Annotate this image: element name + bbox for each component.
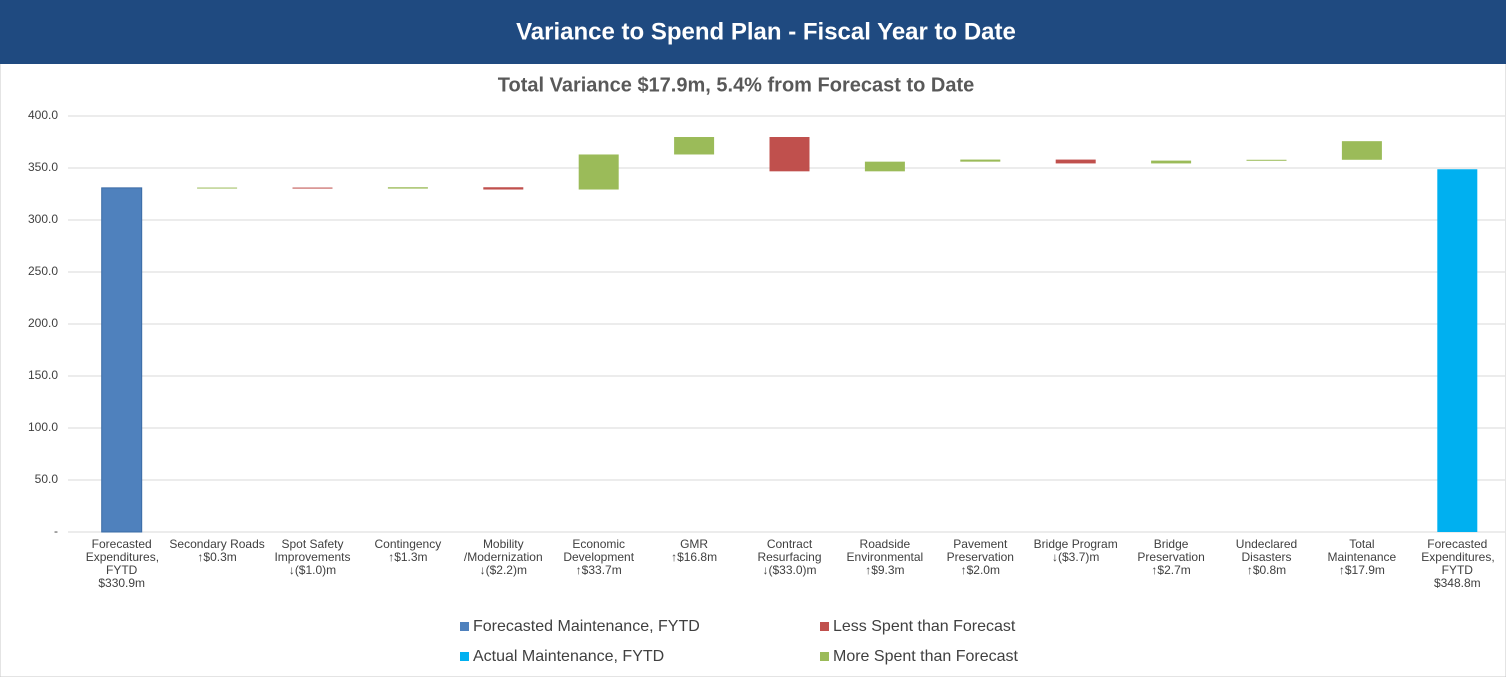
bar bbox=[674, 137, 715, 155]
bar bbox=[864, 161, 905, 172]
y-tick-label: 200.0 bbox=[28, 316, 58, 330]
category-label: Bridge Program bbox=[1033, 537, 1118, 551]
y-tick-label: - bbox=[54, 524, 58, 538]
category-label: Total Maintenance bbox=[1327, 537, 1397, 564]
legend-label: Forecasted Maintenance, FYTD bbox=[473, 618, 700, 635]
chart-title: Variance to Spend Plan - Fiscal Year to … bbox=[516, 18, 1016, 45]
category-label: Pavement Preservation bbox=[946, 537, 1014, 564]
category-label: GMR bbox=[680, 537, 709, 551]
value-label: ↑$0.3m bbox=[197, 550, 237, 564]
y-tick-label: 150.0 bbox=[28, 368, 58, 382]
x-tick-label: Bridge Preservation ↑$2.7m bbox=[1123, 538, 1218, 577]
value-label: ↑$2.0m bbox=[960, 563, 1000, 577]
x-tick-label: Undeclared Disasters ↑$0.8m bbox=[1219, 538, 1314, 577]
x-tick-label: Contract Resurfacing ↓($33.0)m bbox=[742, 538, 837, 577]
bar bbox=[1151, 160, 1192, 164]
bar bbox=[197, 187, 238, 189]
y-tick-label: 50.0 bbox=[35, 472, 59, 486]
value-label: ↓($2.2)m bbox=[479, 563, 527, 577]
category-label: Forecasted Expenditures, FYTD bbox=[85, 537, 160, 577]
bar bbox=[578, 154, 619, 190]
value-label: ↓($1.0)m bbox=[288, 563, 337, 577]
legend-marker bbox=[460, 652, 469, 661]
category-label: Spot Safety Improvements bbox=[274, 537, 351, 564]
bar bbox=[1437, 169, 1478, 533]
x-tick-label: Pavement Preservation ↑$2.0m bbox=[933, 538, 1028, 577]
value-label: ↑$33.7m bbox=[575, 563, 622, 577]
value-label: ↑$9.3m bbox=[865, 563, 905, 577]
bar bbox=[960, 159, 1001, 162]
x-tick-label: Forecasted Expenditures, FYTD $330.9m bbox=[74, 538, 169, 590]
legend-label: Less Spent than Forecast bbox=[833, 618, 1016, 635]
x-tick-label: Contingency ↑$1.3m bbox=[360, 538, 455, 564]
y-tick-label: 400.0 bbox=[28, 108, 58, 122]
x-tick-label: Roadside Environmental ↑$9.3m bbox=[837, 538, 932, 577]
x-tick-label: Bridge Program ↓($3.7)m bbox=[1028, 538, 1123, 564]
x-tick-label: GMR ↑$16.8m bbox=[646, 538, 741, 564]
bar bbox=[1246, 159, 1287, 161]
value-label: ↑$1.3m bbox=[388, 550, 428, 564]
category-label: Contingency bbox=[374, 537, 442, 551]
legend-label: Actual Maintenance, FYTD bbox=[473, 648, 664, 665]
header bbox=[0, 0, 1506, 64]
bar bbox=[1055, 159, 1096, 164]
x-tick-label: Secondary Roads ↑$0.3m bbox=[169, 538, 264, 564]
value-label: ↓($33.0)m bbox=[762, 563, 817, 577]
category-label: Undeclared Disasters bbox=[1235, 537, 1298, 564]
x-tick-label: Mobility /Modernization ↓($2.2)m bbox=[456, 538, 551, 577]
value-label: ↑$17.9m bbox=[1338, 563, 1385, 577]
y-tick-label: 250.0 bbox=[28, 264, 58, 278]
value-label: ↑$2.7m bbox=[1151, 563, 1191, 577]
category-label: Mobility /Modernization bbox=[463, 537, 543, 564]
category-label: Economic Development bbox=[563, 537, 635, 564]
bar bbox=[1341, 141, 1382, 160]
y-tick-label: 350.0 bbox=[28, 160, 58, 174]
y-tick-label: 100.0 bbox=[28, 420, 58, 434]
x-tick-label: Economic Development ↑$33.7m bbox=[551, 538, 646, 577]
x-tick-label: Spot Safety Improvements ↓($1.0)m bbox=[265, 538, 360, 577]
bar bbox=[483, 187, 524, 190]
value-label: $348.8m bbox=[1433, 576, 1481, 590]
bar bbox=[292, 187, 333, 189]
legend-marker bbox=[460, 622, 469, 631]
x-tick-label: Forecasted Expenditures, FYTD $348.8m bbox=[1410, 538, 1505, 590]
x-tick-label: Total Maintenance ↑$17.9m bbox=[1314, 538, 1409, 577]
category-label: Secondary Roads bbox=[169, 537, 265, 551]
category-label: Roadside Environmental bbox=[846, 537, 924, 564]
value-label: ↑$16.8m bbox=[671, 550, 718, 564]
bar bbox=[769, 137, 810, 172]
value-label: ↑$0.8m bbox=[1246, 563, 1287, 577]
legend-label: More Spent than Forecast bbox=[833, 648, 1019, 665]
category-label: Bridge Preservation bbox=[1137, 537, 1205, 564]
bar bbox=[387, 187, 428, 189]
value-label: $330.9m bbox=[98, 576, 146, 590]
category-label: Contract Resurfacing bbox=[757, 537, 822, 564]
chart-subtitle: Total Variance $17.9m, 5.4% from Forecas… bbox=[498, 74, 974, 96]
y-tick-label: 300.0 bbox=[28, 212, 58, 226]
bar bbox=[101, 187, 143, 533]
category-label: Forecasted Expenditures, FYTD bbox=[1421, 537, 1495, 577]
value-label: ↓($3.7)m bbox=[1052, 550, 1100, 564]
legend-marker bbox=[820, 622, 829, 631]
legend-marker bbox=[820, 652, 829, 661]
